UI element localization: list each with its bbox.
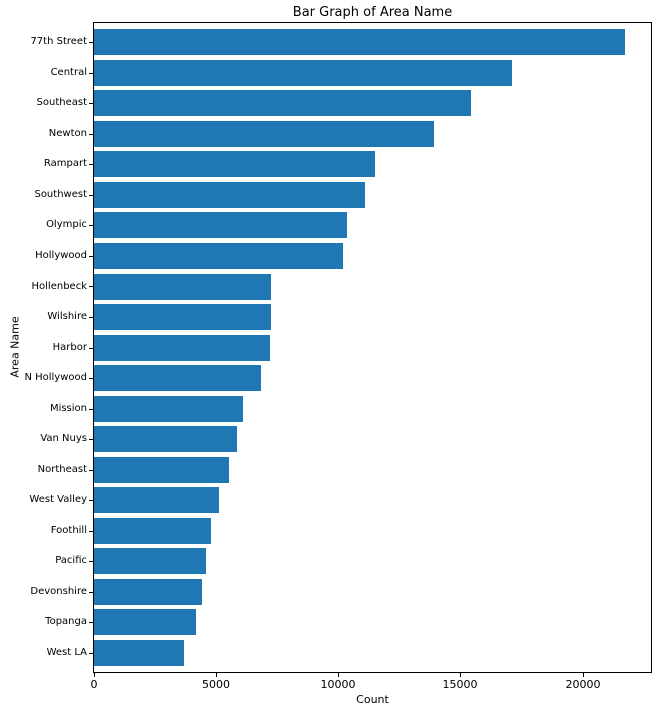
bar-southwest [94,181,365,208]
y-tick-label-olympic: Olympic [46,219,87,231]
y-tick-label-topanga: Topanga [45,616,87,628]
x-tick-label-20000: 20000 [565,678,601,691]
y-tick-mark [89,348,93,349]
y-tick-label-rampart: Rampart [43,158,87,170]
y-tick-label-van-nuys: Van Nuys [40,433,87,445]
bar-olympic [94,212,348,239]
bar-northeast [94,456,229,483]
y-tick-label-hollywood: Hollywood [35,249,87,261]
bar-hollenbeck [94,273,272,300]
y-tick-mark [89,470,93,471]
y-tick-mark [89,225,93,226]
bar-n-hollywood [94,365,262,391]
x-tick-mark [94,673,95,677]
bar-wilshire [94,304,272,330]
y-tick-mark [89,164,93,165]
y-tick-mark [89,409,93,410]
plot-area [93,22,652,673]
bar-central [94,59,513,86]
y-tick-mark [89,561,93,562]
y-tick-label-northeast: Northeast [37,463,87,475]
bar-harbor [94,334,271,361]
x-tick-label-15000: 15000 [442,678,478,691]
bar-mission [94,395,243,422]
y-tick-mark [89,592,93,593]
y-tick-label-southwest: Southwest [34,188,87,200]
bar-pacific [94,548,206,575]
y-tick-label-foothill: Foothill [50,524,87,536]
y-tick-mark [89,500,93,501]
x-axis-label: Count [356,693,389,706]
y-tick-label-newton: Newton [48,127,87,139]
y-tick-label-west-la: West LA [46,646,87,658]
y-tick-label-wilshire: Wilshire [47,311,87,322]
y-tick-label-southeast: Southeast [36,97,87,109]
y-tick-mark [89,378,93,379]
y-tick-mark [89,653,93,654]
bar-van-nuys [94,426,237,453]
y-tick-label-n-hollywood: N Hollywood [24,372,87,383]
x-tick-mark [338,673,339,677]
bar-southeast [94,90,471,117]
y-tick-mark [89,134,93,135]
y-tick-mark [89,439,93,440]
y-tick-mark [89,622,93,623]
y-tick-mark [89,103,93,104]
bar-topanga [94,609,196,636]
y-tick-label-harbor: Harbor [52,341,87,353]
chart-title: Bar Graph of Area Name [292,5,453,20]
y-tick-mark [89,317,93,318]
y-tick-label-pacific: Pacific [55,555,87,567]
y-tick-label-mission: Mission [49,402,87,414]
y-tick-label-central: Central [50,66,87,78]
x-tick-label-0: 0 [90,678,98,691]
bar-foothill [94,517,211,544]
y-tick-mark [89,531,93,532]
bar-rampart [94,151,376,178]
bar-west-la [94,639,184,666]
y-tick-mark [89,73,93,74]
x-tick-label-10000: 10000 [320,678,356,691]
y-tick-mark [89,286,93,287]
bar-devonshire [94,578,202,605]
y-tick-mark [89,256,93,257]
bar-77th-street [94,29,625,56]
y-tick-label-hollenbeck: Hollenbeck [31,280,87,292]
y-tick-label-west-valley: West Valley [29,494,87,506]
x-tick-mark [583,673,584,677]
x-tick-mark [216,673,217,677]
y-tick-label-77th-street: 77th Street [30,36,87,48]
bar-west-valley [94,487,219,514]
x-tick-mark [460,673,461,677]
y-tick-mark [89,195,93,196]
y-tick-label-devonshire: Devonshire [30,585,87,597]
y-tick-mark [89,42,93,43]
bar-newton [94,120,434,147]
x-tick-label-5000: 5000 [202,678,230,691]
bar-hollywood [94,242,343,269]
